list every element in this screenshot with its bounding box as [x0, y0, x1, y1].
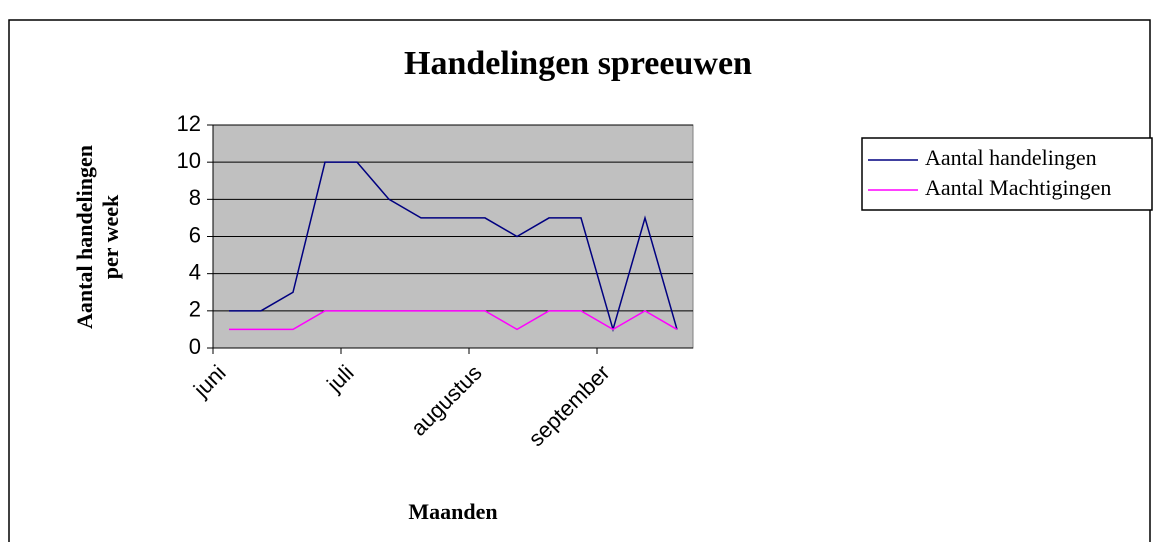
y-tick-label: 4 — [189, 259, 201, 284]
y-tick-label: 12 — [177, 111, 201, 136]
legend-box — [861, 137, 1153, 211]
chart-title: Handelingen spreeuwen — [404, 45, 752, 82]
x-tick-label: juli — [321, 360, 358, 397]
y-tick-label: 2 — [189, 297, 201, 322]
series-line — [229, 161, 678, 333]
legend-label: Aantal handelingen — [925, 145, 1097, 170]
y-tick-label: 10 — [177, 148, 201, 173]
x-axis-title: Maanden — [408, 499, 497, 524]
y-axis-title-line: Aantal handelingen — [72, 145, 97, 329]
y-axis-title: Aantal handelingen per week — [72, 145, 123, 329]
x-tick-label: september — [523, 360, 614, 451]
legend-label: Aantal Machtigingen — [925, 175, 1111, 200]
chart-frame — [8, 19, 1151, 542]
y-tick-label: 0 — [189, 334, 201, 359]
series-line — [229, 309, 678, 331]
x-tick-label: augustus — [406, 360, 487, 441]
y-axis-title-line: per week — [98, 194, 123, 279]
y-tick-label: 6 — [189, 222, 201, 247]
y-tick-label: 8 — [189, 185, 201, 210]
x-tick-label: juni — [188, 360, 231, 403]
